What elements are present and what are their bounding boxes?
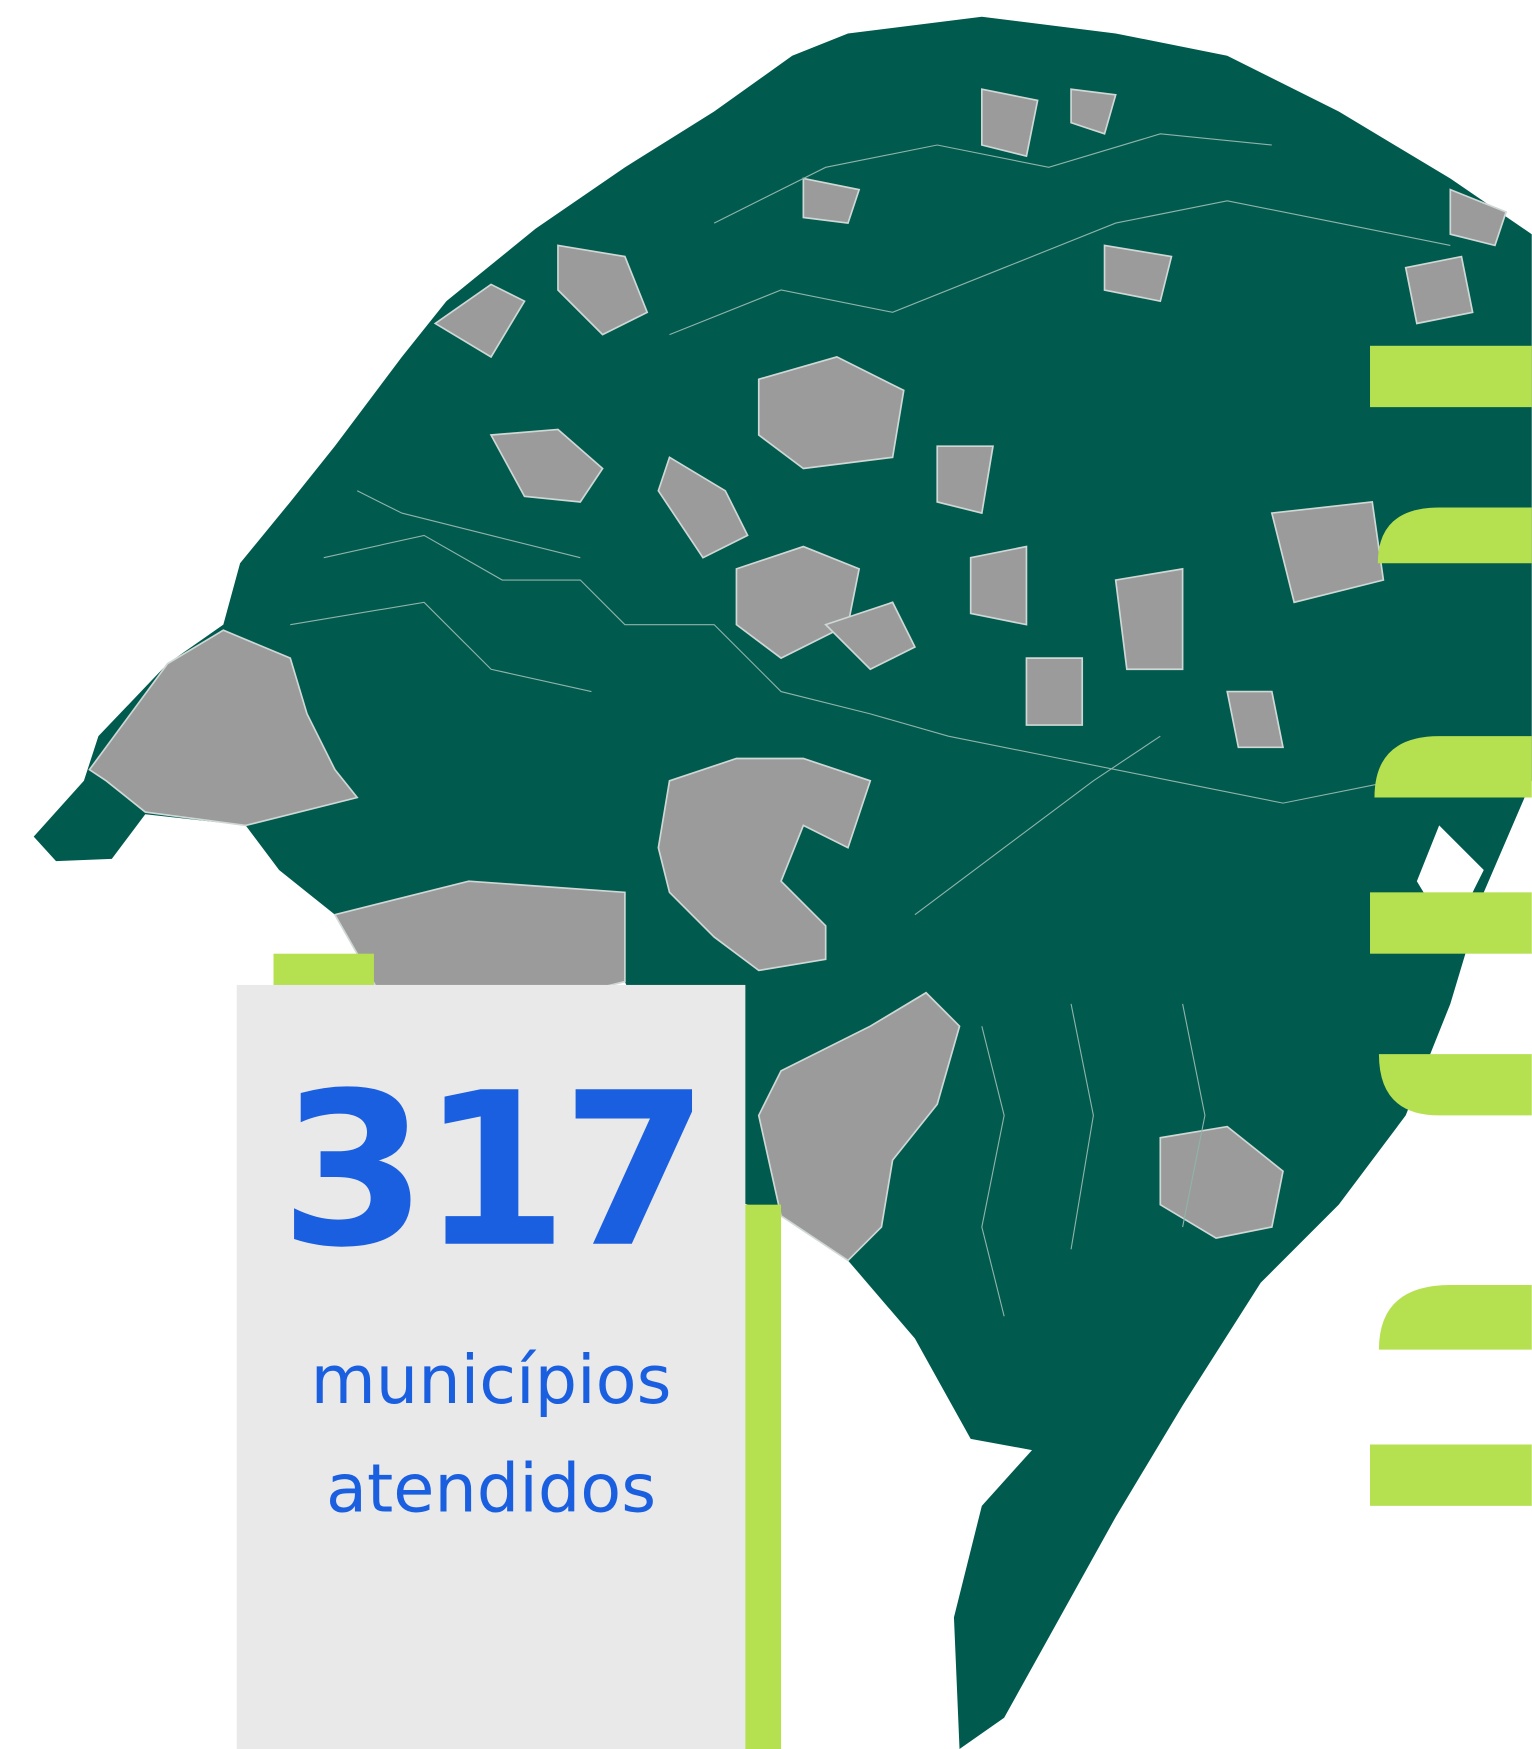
- stripe: [1378, 1284, 1532, 1350]
- stat-value: 317: [280, 1047, 702, 1294]
- border: [290, 490, 592, 693]
- stat-label: atendidos: [326, 1449, 656, 1527]
- area: [969, 545, 1028, 626]
- stripe: [1374, 736, 1532, 798]
- area: [1159, 1125, 1284, 1240]
- area: [1449, 188, 1508, 247]
- area: [757, 356, 905, 470]
- map: [33, 16, 1532, 1749]
- border: [669, 133, 1451, 336]
- area: [802, 177, 861, 225]
- area: [1226, 690, 1285, 749]
- area: [936, 445, 994, 515]
- area: [1025, 657, 1084, 726]
- area: [1103, 244, 1173, 303]
- area: [88, 629, 359, 827]
- served-areas: [88, 88, 1508, 1262]
- area: [489, 428, 604, 503]
- area: [657, 757, 872, 972]
- area: [1404, 255, 1474, 325]
- area: [757, 991, 961, 1262]
- border: [323, 534, 1395, 804]
- stripe: [1370, 892, 1532, 954]
- area: [433, 283, 526, 359]
- stripe: [1377, 507, 1532, 564]
- area: [1114, 567, 1184, 671]
- stripe: [1378, 1054, 1532, 1116]
- area: [657, 456, 749, 559]
- border: [914, 735, 1206, 1317]
- area: [980, 88, 1039, 158]
- card-bg: [236, 984, 746, 1749]
- area: [824, 601, 917, 671]
- borders: [290, 133, 1451, 1317]
- stat-card: 317 municípios atendidos: [236, 984, 746, 1749]
- stat-label: municípios: [311, 1341, 672, 1419]
- stripe: [1370, 345, 1532, 408]
- area: [1070, 88, 1117, 135]
- stripe: [1370, 1444, 1532, 1506]
- area: [557, 244, 649, 336]
- area: [1270, 501, 1385, 604]
